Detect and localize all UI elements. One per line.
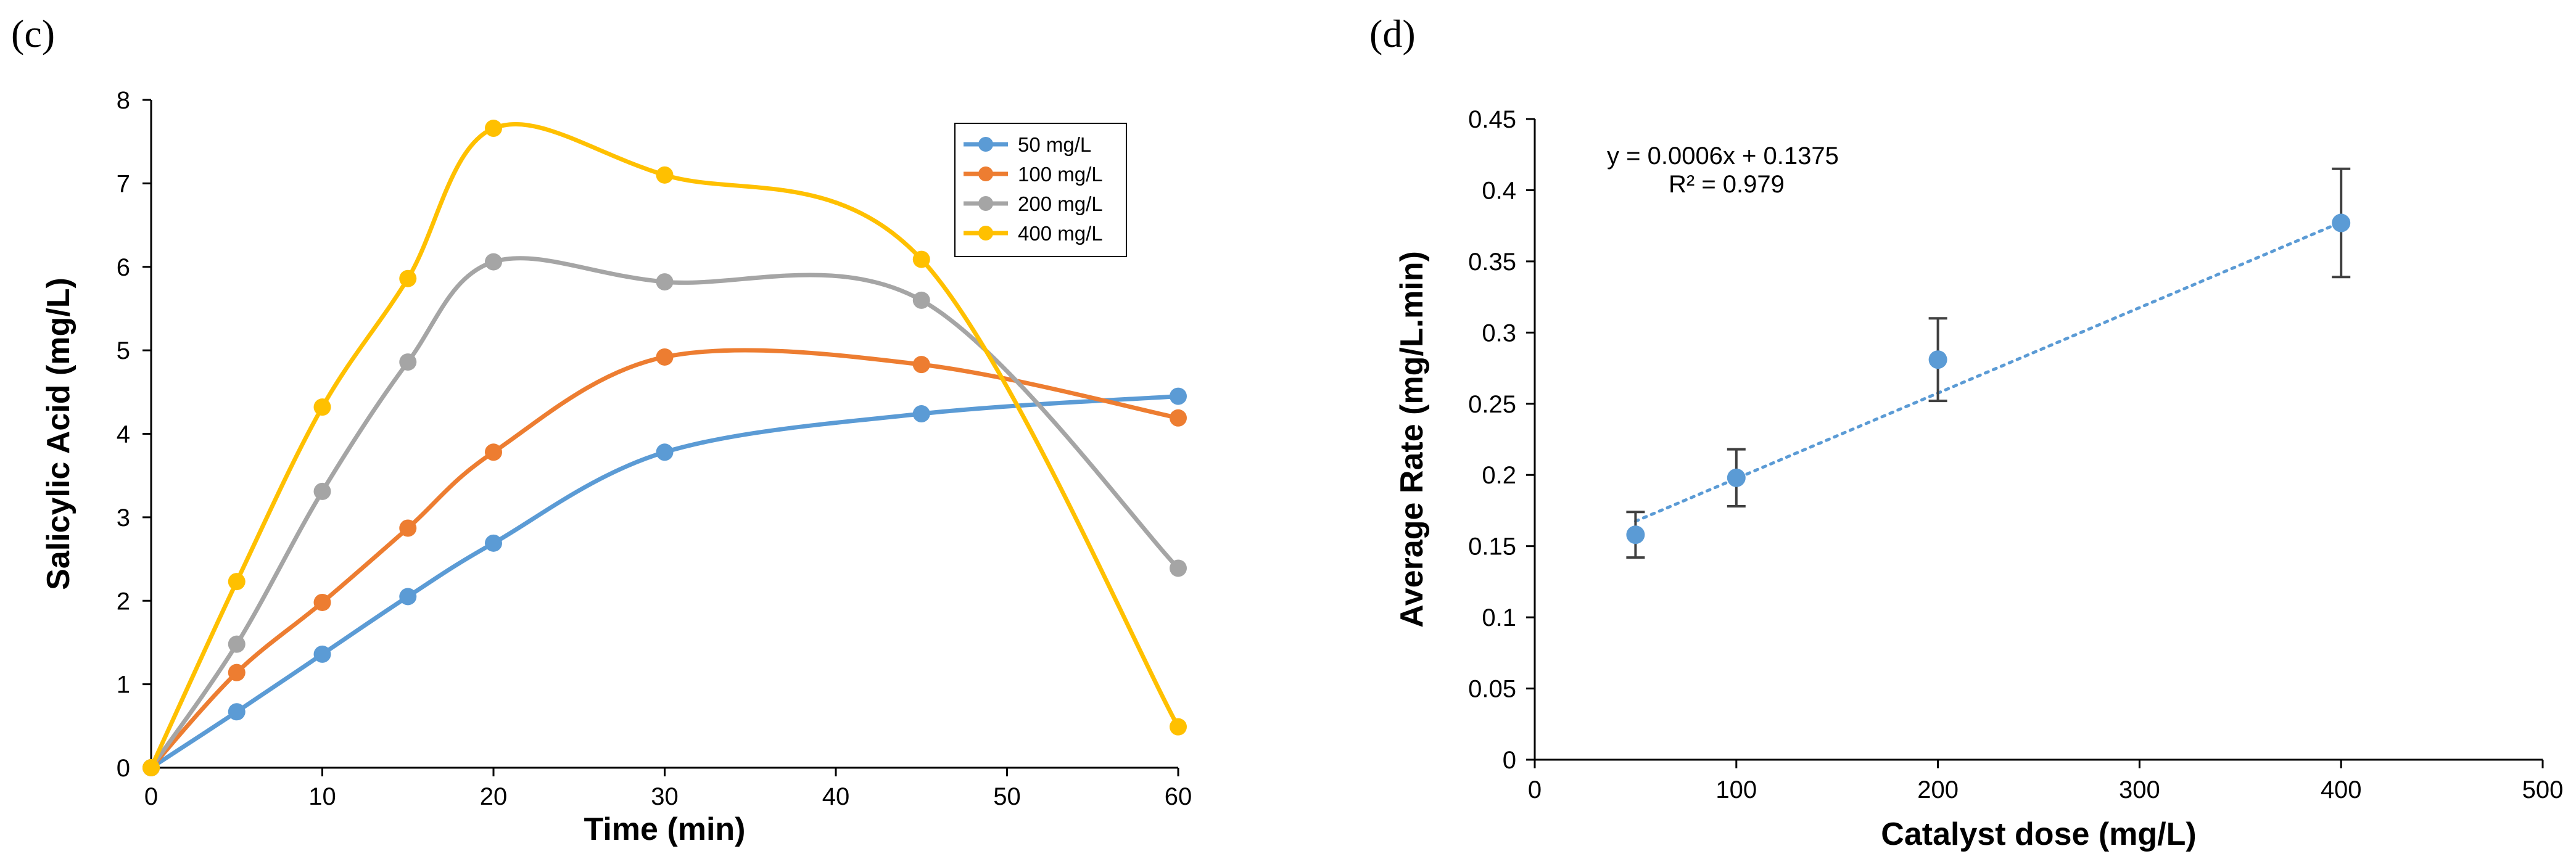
d-y-tick-label: 0.05 [1468, 676, 1516, 703]
d-data-point [1727, 468, 1746, 487]
d-data-point [2332, 213, 2351, 232]
c-series-point-3 [656, 166, 674, 184]
c-series-point-2 [313, 482, 331, 500]
c-series-point-0 [313, 645, 331, 663]
c-series-line-0 [149, 394, 1181, 770]
d-data-point [1626, 525, 1645, 544]
c-series-point-0 [1170, 387, 1187, 405]
d-y-tick-label: 0.45 [1468, 106, 1516, 133]
c-series-point-3 [228, 573, 246, 591]
c-y-tick-label: 6 [117, 254, 130, 281]
c-legend-label: 100 mg/L [1018, 163, 1103, 186]
c-series-point-0 [912, 405, 930, 423]
d-y-tick-label: 0 [1503, 747, 1516, 774]
c-y-axis-title: Salicylic Acid (mg/L) [41, 277, 76, 590]
d-y-tick-label: 0.3 [1482, 319, 1516, 347]
c-series-line-1 [149, 348, 1181, 770]
c-x-tick-label: 30 [651, 783, 679, 810]
c-series-point-2 [912, 291, 930, 309]
c-y-tick-label: 1 [117, 672, 130, 699]
c-y-tick-label: 3 [117, 504, 130, 532]
d-y-tick-label: 0.25 [1468, 391, 1516, 418]
c-series-point-2 [399, 353, 417, 371]
c-series-point-1 [313, 593, 331, 611]
chart-c-salicylic-acid: 0 1 2 3 4 5 6 7 8 0 10 20 30 40 50 60 Time (min) Salicyli… [41, 87, 1192, 847]
c-x-tick-label: 10 [308, 783, 336, 810]
panel-label-c: (c) [11, 12, 56, 55]
d-x-axis-title: Catalyst dose (mg/L) [1881, 816, 2196, 852]
c-legend-swatch-marker [978, 196, 993, 211]
d-y-axis-title: Average Rate (mg/L.min) [1394, 251, 1430, 628]
c-x-tick-label: 60 [1165, 783, 1192, 810]
c-series-point-3 [912, 250, 930, 268]
c-series-point-1 [228, 664, 246, 681]
c-legend-swatch-marker [978, 226, 993, 240]
d-x-tick-label: 400 [2321, 776, 2362, 803]
c-series-point-3 [399, 269, 417, 287]
c-series-point-3 [142, 759, 160, 776]
c-series-point-1 [485, 443, 502, 461]
c-series-point-0 [399, 588, 417, 606]
d-y-tick-label: 0.1 [1482, 604, 1516, 631]
c-series-line-2 [149, 256, 1181, 770]
d-x-tick-label: 100 [1715, 776, 1757, 803]
c-series-point-3 [313, 398, 331, 416]
c-series-point-0 [656, 443, 674, 461]
c-series-point-1 [1170, 409, 1187, 427]
d-r-squared: R² = 0.979 [1669, 171, 1785, 198]
c-series-point-0 [228, 703, 246, 721]
chart-d-average-rate: 0 0.05 0.1 0.15 0.2 0.25 0.3 0.35 0.4 0.45 0 100 200… [1394, 106, 2563, 852]
c-series-point-2 [656, 273, 674, 291]
d-x-tick-label: 300 [2119, 776, 2160, 803]
d-y-tick-label: 0.2 [1482, 462, 1516, 489]
c-x-tick-label: 50 [993, 783, 1021, 810]
c-series-point-2 [228, 635, 246, 653]
c-series-point-2 [1170, 559, 1187, 577]
c-y-tick-label: 4 [117, 421, 130, 448]
c-x-axis-title: Time (min) [584, 812, 746, 847]
c-series-point-3 [1170, 718, 1187, 736]
c-legend-label: 200 mg/L [1018, 192, 1103, 215]
c-legend-label: 50 mg/L [1018, 133, 1091, 156]
c-legend-swatch-marker [978, 166, 993, 181]
c-y-tick-label: 5 [117, 337, 130, 364]
panel-label-d: (d) [1369, 12, 1416, 55]
c-y-tick-label: 7 [117, 170, 130, 197]
c-x-tick-label: 40 [822, 783, 850, 810]
d-y-tick-label: 0.15 [1468, 533, 1516, 561]
c-y-tick-label: 0 [117, 755, 130, 782]
c-x-tick-label: 0 [144, 783, 158, 810]
d-y-tick-label: 0.4 [1482, 177, 1516, 204]
c-y-tick-label: 2 [117, 588, 130, 615]
c-series-point-3 [485, 120, 502, 138]
d-trendline [1633, 220, 2343, 523]
c-series-point-1 [912, 356, 930, 374]
c-x-tick-label: 20 [480, 783, 508, 810]
c-series-point-0 [485, 534, 502, 552]
c-series-point-2 [485, 253, 502, 271]
c-legend-label: 400 mg/L [1018, 222, 1103, 245]
c-legend-swatch-marker [978, 137, 993, 152]
c-series-point-1 [399, 519, 417, 537]
d-y-tick-label: 0.35 [1468, 249, 1516, 276]
c-y-tick-label: 8 [117, 87, 130, 114]
d-x-tick-label: 0 [1528, 776, 1542, 803]
c-series-point-1 [656, 348, 674, 366]
d-data-point [1928, 350, 1947, 369]
d-trendline-equation: y = 0.0006x + 0.1375 [1607, 142, 1839, 170]
d-x-tick-label: 200 [1917, 776, 1959, 803]
d-x-tick-label: 500 [2522, 776, 2564, 803]
